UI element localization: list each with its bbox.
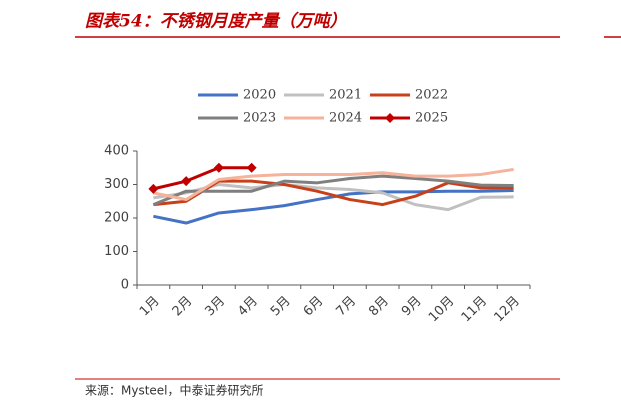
x-tick-label: 3月	[203, 294, 229, 320]
legend-marker	[385, 113, 395, 123]
series-line	[153, 179, 514, 207]
marker	[181, 176, 192, 187]
legend-label: 2025	[415, 111, 448, 126]
y-tick-label: 200	[104, 211, 129, 226]
x-tick-label: 6月	[301, 294, 327, 320]
x-tick-label: 5月	[268, 294, 294, 320]
x-tick-label: 2月	[170, 294, 196, 320]
x-tick-label: 1月	[137, 294, 163, 320]
series-line	[152, 174, 514, 206]
marker	[213, 162, 224, 173]
legend-label: 2021	[329, 88, 362, 103]
series-line	[153, 167, 514, 202]
legend-label: 2022	[415, 88, 448, 103]
y-tick-label: 400	[104, 144, 129, 159]
x-tick-label: 12月	[491, 294, 522, 325]
y-tick-label: 300	[104, 177, 129, 192]
marker	[246, 162, 257, 173]
legend-label: 2020	[243, 88, 276, 103]
legend-label: 2024	[329, 111, 362, 126]
x-tick-label: 7月	[334, 294, 360, 320]
y-tick-label: 0	[121, 278, 129, 293]
x-tick-label: 9月	[399, 294, 425, 320]
source: 来源：Mysteel，中泰证券研究所	[85, 383, 264, 398]
chart-title: 图表54：不锈钢月度产量（万吨）	[85, 12, 347, 32]
x-tick-label: 8月	[366, 294, 392, 320]
x-tick-label: 10月	[426, 294, 457, 325]
marker	[148, 183, 159, 194]
x-tick-label: 4月	[235, 294, 261, 320]
series-line	[153, 166, 252, 191]
y-tick-label: 100	[104, 244, 129, 259]
legend-label: 2023	[243, 111, 276, 126]
x-tick-label: 11月	[459, 294, 490, 325]
